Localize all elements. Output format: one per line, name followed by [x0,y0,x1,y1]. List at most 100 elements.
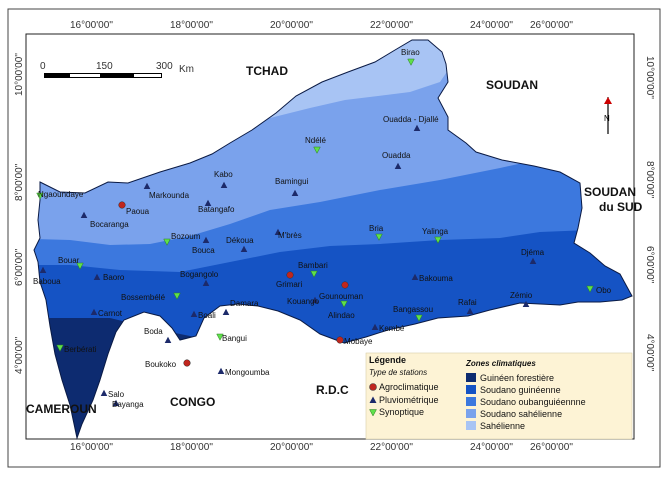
coord-label-left: 4°00'00'' [14,336,25,374]
zone-swatch [466,385,476,394]
coord-label-right: 4°00'00'' [644,334,655,372]
coord-label-top: 26°00'00'' [530,20,573,31]
coord-label-right: 10°00'00'' [644,56,655,99]
station-label: Ouadda [382,151,411,160]
north-arrow-icon: N [604,97,612,134]
station-marker-agro [286,271,294,279]
station-marker-synop [434,236,442,244]
station-label: Mobaye [344,337,373,346]
station-label: Gounouman [319,292,363,301]
station-label: Bouca [192,246,215,255]
station-marker-pluvio [240,245,248,252]
station-label: Bouar [58,256,80,265]
legend-title: Légende [369,355,406,365]
legend: Légende Type de stations Zones climatiqu… [365,352,633,440]
station-label: Birao [401,48,420,57]
station-label: Dékoua [226,236,254,245]
zone-swatch [466,421,476,430]
coord-label-top: 24°00'00'' [470,20,513,31]
legend-zone-label: Soudano sahélienne [480,409,562,419]
station-marker-pluvio [394,162,402,169]
coord-label-left: 6°00'00'' [14,248,25,286]
station-label: Paoua [126,207,150,216]
station-marker-pluvio [529,257,537,264]
station-label: Obo [596,286,612,295]
coords-right: 10°00'00'' 8°00'00'' 6°00'00'' 4°00'00'' [644,56,655,372]
station-label: Yalinga [422,227,449,236]
country-label: CONGO [170,395,215,409]
station-marker-pluvio [222,308,230,315]
country-label: CAMEROUN [26,402,97,416]
scale-label: 0 [40,61,46,72]
station-label: Baboua [33,277,61,286]
north-label: N [604,114,610,123]
station-marker-agro [341,281,349,289]
coord-label-bottom: 20°00'00'' [270,442,313,453]
coord-label-top: 20°00'00'' [270,20,313,31]
station-marker-synop [36,192,44,200]
coord-label-bottom: 18°00'00'' [170,442,213,453]
station-marker-pluvio [466,307,474,314]
agro-station-icon [369,383,377,391]
scale-bar-light [70,74,100,77]
coord-label-top: 18°00'00'' [170,20,213,31]
country-label: SOUDAN [486,78,538,92]
coords-left: 10°00'00'' 8°00'00'' 6°00'00'' 4°00'00'' [14,53,25,374]
synop-station-icon [369,409,377,417]
country-label: TCHAD [246,64,288,78]
station-marker-pluvio [100,389,108,396]
station-label: Rafai [458,298,477,307]
station-label: Bangui [222,334,247,343]
station-label: Alindao [328,311,355,320]
station-marker-synop [173,292,181,300]
station-marker-pluvio [202,236,210,243]
legend-stations-title: Type de stations [369,368,427,377]
scale-unit: Km [179,64,194,75]
station-label: Kouango [287,297,320,306]
station-label: Bangassou [393,305,433,314]
station-label: Boukoko [145,360,177,369]
coord-label-top: 16°00'00'' [70,20,113,31]
station-label: Batangafo [198,205,235,214]
station-label: Ngaoundaye [38,190,84,199]
scale-bar: 0 150 300 Km [40,61,194,78]
station-marker-pluvio [411,273,419,280]
coord-label-bottom: 24°00'00'' [470,442,513,453]
station-marker-agro [183,359,191,367]
coord-label-left: 10°00'00'' [14,53,25,96]
station-marker-synop [586,285,594,293]
station-label: Bakouma [419,274,453,283]
stations: Birao Ouadda - Djallé Ndélé Ouadda Kabo Marko… [33,48,612,409]
country-label: du SUD [599,200,643,214]
station-label: Markounda [149,191,190,200]
station-marker-synop [340,300,348,308]
station-marker-pluvio [164,336,172,343]
station-label: Djéma [521,248,545,257]
station-label: Damara [230,299,259,308]
station-label: Bogangolo [180,270,219,279]
legend-zone-label: Sahélienne [480,421,525,431]
station-marker-pluvio [112,399,120,406]
station-marker-pluvio [371,323,379,330]
coords-bottom: 16°00'00'' 18°00'00'' 20°00'00'' 22°00'00''… [70,442,573,453]
station-label: Bocaranga [90,220,129,229]
legend-station-label: Agroclimatique [379,382,439,392]
legend-station-label: Pluviométrique [379,395,439,405]
station-marker-pluvio [90,308,98,315]
station-label: Kabo [214,170,233,179]
station-label: Boali [198,311,216,320]
station-marker-synop [56,344,64,352]
coords-top: 16°00'00'' 18°00'00'' 20°00'00'' 22°00'00''… [70,20,573,31]
coord-label-left: 8°00'00'' [14,163,25,201]
station-label: Zémio [510,291,533,300]
legend-zone-label: Soudano oubanguiéennne [480,397,586,407]
station-label: Ouadda - Djallé [383,115,439,124]
coord-label-top: 22°00'00'' [370,20,413,31]
coord-label-right: 8°00'00'' [644,161,655,199]
zone-swatch [466,397,476,406]
station-marker-pluvio [80,211,88,218]
legend-station-label: Synoptique [379,407,424,417]
station-label: Kembé [379,324,405,333]
station-marker-pluvio [413,124,421,131]
station-label: Grimari [276,280,302,289]
